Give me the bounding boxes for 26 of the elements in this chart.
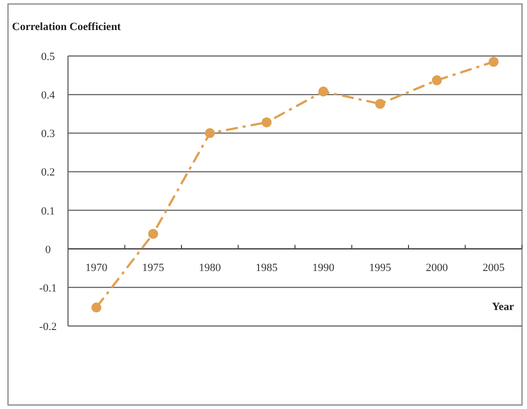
point (375, 98, 386, 109)
x-tick-label: 1990 (312, 262, 335, 274)
y-tick-label: 0.4 (41, 90, 56, 102)
point (488, 56, 499, 67)
point (318, 86, 328, 96)
y-tick-label: 0 (45, 244, 52, 256)
y-axis-title: Correlation Coefficient (12, 21, 122, 33)
y-tick-label: 0.1 (41, 205, 55, 218)
x-tick-label: 1985 (256, 262, 278, 274)
point (148, 228, 158, 239)
x-tick-label: 1970 (85, 262, 108, 274)
point (262, 117, 272, 128)
x-tick-label: 1995 (369, 262, 392, 274)
x-tick-label: 2000 (426, 262, 448, 274)
x-tick-label: 1975 (142, 262, 165, 274)
point (204, 128, 215, 138)
y-tick-label: -0.1 (39, 282, 57, 294)
x-tick-label: 2005 (482, 262, 506, 274)
point (91, 302, 102, 312)
y-tick-label: 0.2 (41, 166, 55, 179)
y-tick-label: 0.5 (41, 51, 56, 63)
x-axis-title: Year (492, 301, 514, 313)
x-tick-label: 1980 (198, 262, 222, 274)
y-tick-label: 0.3 (41, 128, 56, 140)
y-tick-label: -0.2 (39, 321, 57, 333)
point (432, 75, 442, 86)
